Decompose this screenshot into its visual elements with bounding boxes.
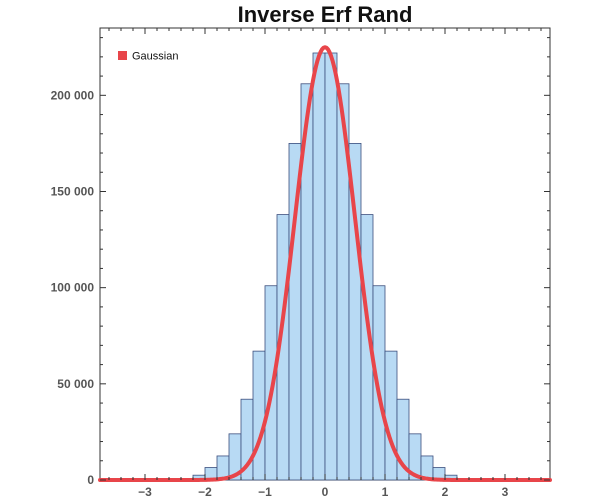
x-tick-label: −1 xyxy=(258,485,272,499)
chart-title: Inverse Erf Rand xyxy=(237,2,413,27)
y-tick-label: 150 000 xyxy=(51,184,95,198)
histogram-bar xyxy=(252,350,266,481)
x-tick-label: 1 xyxy=(382,485,389,499)
histogram-bar xyxy=(372,285,386,481)
x-tick-label: 3 xyxy=(502,485,509,499)
axes: −3 −2 −1 0 1 2 3 0 50 000 100 000 150 000 200 000 xyxy=(51,28,550,499)
x-tick-label: −2 xyxy=(198,485,212,499)
x-tick-label: −3 xyxy=(138,485,152,499)
y-tick-label: 100 000 xyxy=(51,281,95,295)
legend: Gaussian xyxy=(118,51,178,63)
legend-swatch-gaussian xyxy=(118,51,127,60)
histogram-bars xyxy=(192,52,458,481)
histogram-bar xyxy=(324,52,338,481)
histogram-bar xyxy=(264,285,278,481)
x-tick-label: 0 xyxy=(322,485,329,499)
y-tick-label: 50 000 xyxy=(57,377,94,391)
x-tick-label: 2 xyxy=(442,485,449,499)
histogram-bar xyxy=(312,52,326,481)
y-tick-label: 0 xyxy=(87,473,94,487)
gaussian-curve xyxy=(98,45,552,482)
histogram-bar xyxy=(384,350,398,481)
legend-label-gaussian: Gaussian xyxy=(132,51,178,63)
y-tick-label: 200 000 xyxy=(51,88,95,102)
